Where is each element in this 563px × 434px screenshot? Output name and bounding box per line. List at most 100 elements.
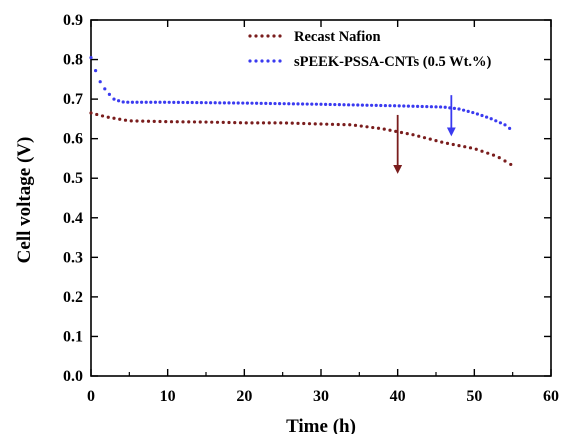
data-point xyxy=(244,121,248,125)
data-point xyxy=(425,104,429,109)
data-point xyxy=(94,69,98,73)
data-point xyxy=(250,101,254,105)
data-point xyxy=(192,120,197,124)
data-point xyxy=(508,126,512,130)
legend-swatch xyxy=(266,34,270,38)
data-point xyxy=(503,159,507,163)
data-point xyxy=(158,119,162,124)
data-point xyxy=(172,100,176,104)
data-point xyxy=(333,102,337,107)
data-point xyxy=(480,149,484,153)
x-tick-label: 30 xyxy=(313,388,329,405)
data-point xyxy=(296,121,300,125)
data-point xyxy=(210,120,214,124)
y-tick-label: 0.8 xyxy=(63,52,83,69)
data-point xyxy=(405,131,409,136)
y-tick-label: 0.1 xyxy=(63,328,83,345)
data-point xyxy=(434,139,438,143)
data-point xyxy=(497,156,501,160)
data-point xyxy=(146,119,151,123)
data-point xyxy=(417,134,421,138)
data-point xyxy=(319,122,323,126)
data-point xyxy=(291,102,295,106)
data-point xyxy=(273,121,277,125)
axes: 0 10 20 30 40 50 60 0.0 0.1 0.2 0.3 0.4 0.5 0.6 0.7 0.8… xyxy=(63,12,559,405)
data-point xyxy=(383,103,387,108)
data-point xyxy=(176,100,180,104)
data-point xyxy=(379,103,383,108)
data-point xyxy=(215,120,220,124)
data-point xyxy=(360,103,364,107)
data-point xyxy=(204,120,208,124)
data-point xyxy=(468,146,473,150)
legend: Recast Nafion sPEEK-PSSA-CNTs (0.5 Wt.%) xyxy=(248,29,492,70)
data-point xyxy=(221,120,225,125)
data-point xyxy=(347,103,351,107)
data-point xyxy=(411,133,415,137)
data-point xyxy=(374,103,378,107)
data-point xyxy=(190,100,194,105)
data-point xyxy=(365,125,369,129)
data-point xyxy=(411,104,415,108)
data-point xyxy=(135,100,139,104)
legend-item: sPEEK-PSSA-CNTs (0.5 Wt.%) xyxy=(248,54,492,70)
data-point xyxy=(279,121,283,125)
data-point xyxy=(141,119,145,123)
legend-swatch xyxy=(254,59,258,63)
data-point xyxy=(213,101,217,105)
data-point xyxy=(204,101,208,105)
data-point xyxy=(342,103,346,107)
data-point xyxy=(232,101,236,105)
x-tick-label: 40 xyxy=(390,388,406,405)
data-point xyxy=(129,119,133,123)
data-point xyxy=(198,120,202,124)
data-point xyxy=(241,101,245,105)
data-point xyxy=(103,87,107,91)
data-point xyxy=(284,121,289,125)
data-point xyxy=(175,120,179,124)
data-point xyxy=(100,114,105,118)
data-point xyxy=(348,123,352,127)
legend-swatch xyxy=(254,34,258,38)
legend-swatch xyxy=(248,34,252,38)
data-point xyxy=(152,119,156,123)
x-tick-label: 10 xyxy=(160,388,176,405)
data-point xyxy=(462,108,466,112)
data-point xyxy=(342,123,346,127)
data-point xyxy=(336,122,340,127)
data-point xyxy=(282,102,286,106)
data-point xyxy=(388,128,392,132)
data-point xyxy=(233,121,237,125)
data-point xyxy=(163,100,167,104)
data-point xyxy=(359,124,363,128)
data-point xyxy=(187,120,191,124)
data-point xyxy=(393,104,397,108)
data-point xyxy=(287,102,291,106)
plot-frame xyxy=(90,19,552,377)
data-point xyxy=(324,102,328,106)
y-tick-label: 0.0 xyxy=(63,368,83,385)
legend-swatch xyxy=(278,59,282,63)
data-point xyxy=(376,126,381,130)
data-point xyxy=(325,122,329,126)
y-tick-label: 0.3 xyxy=(63,249,83,266)
data-point xyxy=(330,122,335,126)
data-point xyxy=(130,100,134,104)
data-point xyxy=(236,101,240,105)
data-point xyxy=(399,130,404,135)
data-point xyxy=(480,113,484,118)
legend-item: Recast Nafion xyxy=(248,29,381,45)
data-point xyxy=(494,119,498,123)
data-point xyxy=(434,105,438,109)
data-point xyxy=(140,100,144,104)
data-point xyxy=(429,105,433,109)
data-point xyxy=(268,101,272,106)
data-point xyxy=(397,104,401,108)
legend-swatch xyxy=(278,34,282,38)
data-point xyxy=(107,92,111,96)
legend-swatch xyxy=(260,34,264,38)
data-point xyxy=(227,101,231,105)
data-point xyxy=(199,101,203,105)
annotation-layer xyxy=(393,95,456,174)
data-point xyxy=(370,103,374,107)
